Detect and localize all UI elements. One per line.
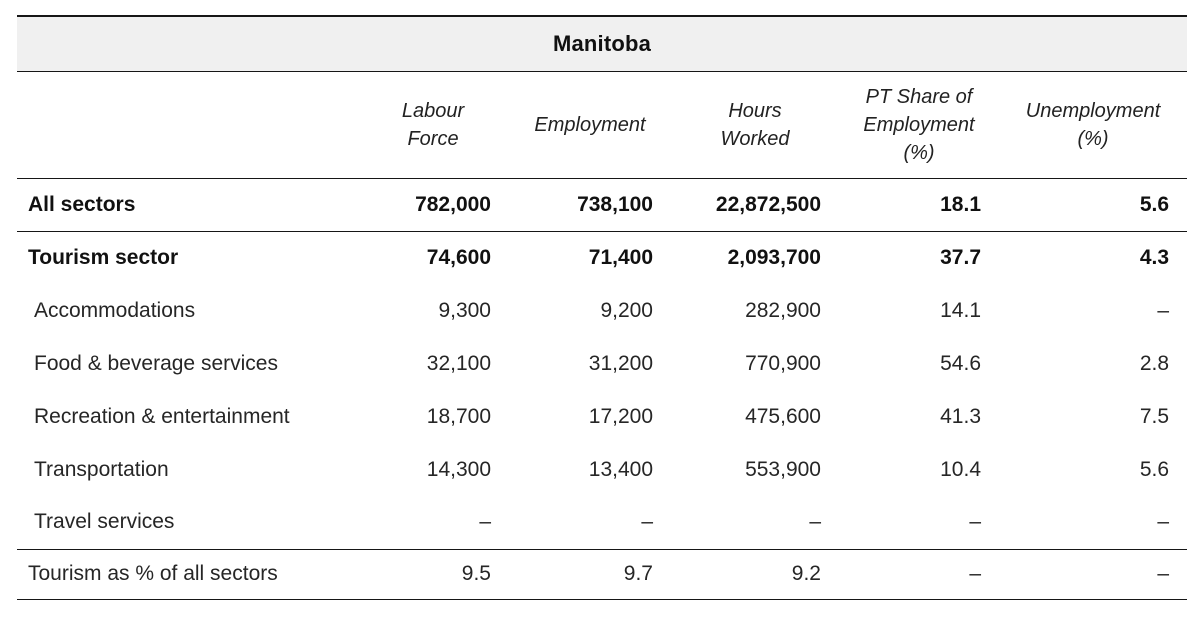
value-cell: – <box>1157 510 1170 534</box>
value-cell: 18,700 <box>426 404 491 428</box>
value-cell: 13,400 <box>588 457 653 481</box>
column-header-row: Labour Force Employment Hours Worked PT Sha… <box>17 71 1188 179</box>
value-cell: 282,900 <box>745 298 821 322</box>
value-cell: 74,600 <box>426 245 491 269</box>
value-cell: – <box>839 548 999 600</box>
table-row: All sectors 782,000 738,100 22,872,500 18.1 5… <box>17 177 1188 232</box>
row-label: Tourism as % of all sectors <box>17 548 357 600</box>
value-cell: – <box>641 510 653 534</box>
table-row: Food & beverage services 32,100 31,200 770,… <box>17 337 1187 390</box>
value-cell: 31,200 <box>588 351 653 375</box>
row-label: Accommodations <box>34 298 196 322</box>
value-cell: 5.6 <box>1139 457 1170 481</box>
value-cell: 738,100 <box>509 177 671 232</box>
value-cell: 9,200 <box>600 298 653 322</box>
value-cell: 770,900 <box>745 351 821 375</box>
value-cell: 32,100 <box>426 351 491 375</box>
value-cell: 5.6 <box>999 177 1188 232</box>
column-header: PT Share of Employment (%) <box>839 71 999 179</box>
row-label: Food & beverage services <box>34 351 278 375</box>
row-label: Tourism sector <box>28 245 179 269</box>
value-cell: – <box>969 510 981 534</box>
table-row: Recreation & entertainment 18,700 17,200 47… <box>17 390 1187 443</box>
table-title: Manitoba <box>17 15 1188 72</box>
value-cell: 9.7 <box>509 548 671 600</box>
value-cell: 41.3 <box>940 404 981 428</box>
column-header: Employment <box>509 71 671 179</box>
row-label: Transportation <box>34 457 169 481</box>
row-label: Recreation & entertainment <box>34 404 290 428</box>
value-cell: 9.2 <box>671 548 839 600</box>
table-row: Accommodations 9,300 9,200 282,900 14.1 – <box>17 284 1187 337</box>
column-header: Labour Force <box>357 71 509 179</box>
value-cell: 475,600 <box>745 404 821 428</box>
value-cell: – <box>999 548 1188 600</box>
value-cell: 14.1 <box>940 298 981 322</box>
table-row: Tourism sector 74,600 71,400 2,093,700 37.7 4… <box>17 231 1187 284</box>
value-cell: 2,093,700 <box>727 245 821 269</box>
value-cell: 4.3 <box>1139 245 1170 269</box>
value-cell: 9.5 <box>357 548 509 600</box>
value-cell: – <box>479 510 491 534</box>
value-cell: 37.7 <box>940 245 981 269</box>
value-cell: 2.8 <box>1139 351 1170 375</box>
value-cell: 54.6 <box>940 351 981 375</box>
value-cell: – <box>809 510 821 534</box>
value-cell: 553,900 <box>745 457 821 481</box>
value-cell: 22,872,500 <box>671 177 839 232</box>
row-label: Travel services <box>34 510 175 534</box>
value-cell: 71,400 <box>588 245 653 269</box>
value-cell: – <box>1157 298 1170 322</box>
value-cell: 18.1 <box>839 177 999 232</box>
value-cell: 10.4 <box>940 457 981 481</box>
value-cell: 14,300 <box>426 457 491 481</box>
value-cell: 782,000 <box>357 177 509 232</box>
column-header: Hours Worked <box>671 71 839 179</box>
row-label-column-header <box>17 71 357 179</box>
value-cell: 9,300 <box>438 298 491 322</box>
table-title-row: Manitoba <box>17 15 1188 72</box>
table-row: Transportation 14,300 13,400 553,900 10.4 5.6 <box>17 443 1187 496</box>
table-row: Tourism as % of all sectors 9.5 9.7 9.2– – <box>17 548 1188 600</box>
manitoba-statistics-table: Manitoba Labour Force Employment Hours Wor… <box>17 15 1188 600</box>
column-header: Unemployment (%) <box>999 71 1188 179</box>
table-body: All sectors 782,000 738,100 22,872,500 18.1 5… <box>17 177 1188 600</box>
table-row: Travel services – – – – – <box>17 496 1187 549</box>
row-label: All sectors <box>17 177 357 232</box>
value-cell: 17,200 <box>588 404 653 428</box>
value-cell: 7.5 <box>1139 404 1170 428</box>
